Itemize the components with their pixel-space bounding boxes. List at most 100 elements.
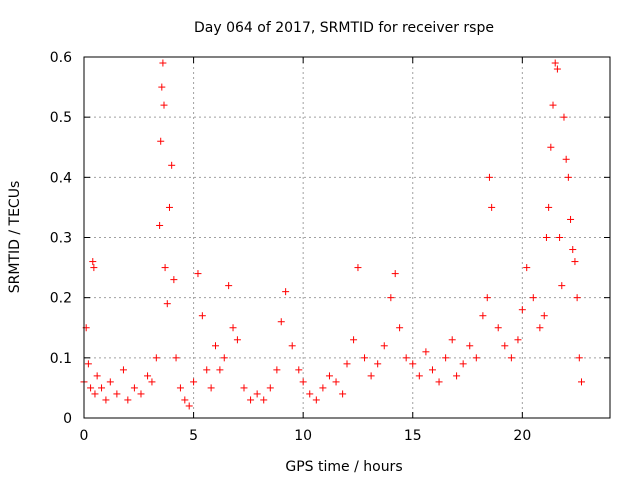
data-point — [90, 264, 98, 272]
data-point — [374, 360, 382, 368]
x-tick-label: 20 — [513, 428, 531, 444]
data-point — [435, 378, 443, 386]
data-point — [325, 372, 333, 380]
x-axis-label: GPS time / hours — [285, 459, 402, 475]
data-point — [536, 324, 544, 332]
data-point — [558, 282, 566, 290]
data-point — [483, 294, 491, 302]
data-point — [553, 65, 561, 73]
data-point — [176, 384, 184, 392]
x-tick-label: 10 — [294, 428, 312, 444]
data-point — [332, 378, 340, 386]
y-tick-label: 0 — [63, 411, 72, 427]
data-point — [387, 294, 395, 302]
data-point — [194, 270, 202, 278]
data-point — [567, 215, 575, 223]
data-point — [247, 396, 255, 404]
x-tick-label: 15 — [404, 428, 422, 444]
data-point — [277, 318, 285, 326]
chart-title: Day 064 of 2017, SRMTID for receiver rsp… — [194, 20, 494, 36]
data-point — [102, 396, 110, 404]
data-point — [542, 234, 550, 241]
data-point — [367, 372, 375, 380]
y-tick-label: 0.6 — [50, 50, 72, 66]
data-point — [523, 264, 531, 272]
data-point — [578, 378, 586, 386]
data-point — [273, 366, 281, 374]
data-point — [170, 276, 178, 284]
data-point — [350, 336, 358, 344]
data-point — [203, 366, 211, 374]
data-point — [207, 384, 215, 392]
data-point — [573, 294, 581, 302]
data-point — [442, 354, 450, 362]
data-point — [556, 234, 564, 241]
data-point — [240, 384, 248, 392]
y-tick-label: 0.5 — [50, 110, 72, 126]
data-point — [288, 342, 296, 350]
data-point — [562, 155, 570, 163]
data-point — [198, 312, 206, 320]
data-point — [172, 354, 180, 362]
data-point — [343, 360, 351, 368]
x-tick-label: 0 — [80, 428, 89, 444]
data-point — [479, 312, 487, 320]
data-point — [157, 137, 165, 145]
data-point — [91, 390, 99, 398]
data-point — [137, 390, 145, 398]
data-point — [84, 360, 92, 368]
data-point — [547, 143, 555, 151]
data-point — [98, 384, 106, 392]
data-point — [448, 336, 456, 344]
data-point — [428, 366, 436, 374]
axis-ticks — [83, 56, 610, 419]
data-point — [575, 354, 583, 362]
data-point — [89, 258, 97, 266]
data-point — [518, 306, 526, 314]
data-point — [549, 101, 557, 109]
data-point — [212, 342, 219, 350]
y-tick-label: 0.3 — [50, 231, 72, 247]
data-point — [422, 348, 430, 356]
data-point — [119, 366, 127, 374]
data-point — [220, 354, 228, 362]
data-point — [152, 354, 160, 362]
data-point — [571, 258, 579, 266]
data-point — [185, 402, 193, 410]
data-point — [472, 354, 480, 362]
tick-labels: 0 5 10 15 20 0 0.1 0.2 0.3 0.4 0.5 0.6 — [50, 50, 532, 444]
data-point — [529, 294, 537, 302]
data-point — [306, 390, 314, 398]
data-point — [494, 324, 502, 332]
data-point — [361, 354, 369, 362]
data-point — [233, 336, 241, 344]
data-point — [415, 372, 423, 380]
data-point — [459, 360, 467, 368]
data-point — [354, 264, 362, 272]
data-point — [453, 372, 461, 380]
data-point — [569, 246, 577, 254]
data-point — [161, 264, 169, 272]
data-point — [501, 342, 509, 350]
data-point — [260, 396, 268, 404]
data-point — [106, 378, 114, 386]
data-point — [295, 366, 303, 374]
data-point — [545, 203, 553, 211]
data-point — [216, 366, 224, 374]
data-point — [159, 59, 167, 67]
y-axis-label: SRMTID / TECUs — [7, 181, 23, 294]
data-point — [160, 101, 168, 109]
data-points — [80, 59, 586, 410]
data-point — [229, 324, 237, 332]
y-tick-label: 0.2 — [50, 291, 72, 307]
data-point — [551, 59, 559, 67]
grid — [84, 57, 610, 418]
data-point — [339, 390, 347, 398]
x-tick-label: 5 — [189, 428, 198, 444]
y-tick-label: 0.1 — [50, 351, 72, 367]
data-point — [87, 384, 95, 392]
data-point — [253, 390, 261, 398]
data-point — [158, 83, 166, 91]
